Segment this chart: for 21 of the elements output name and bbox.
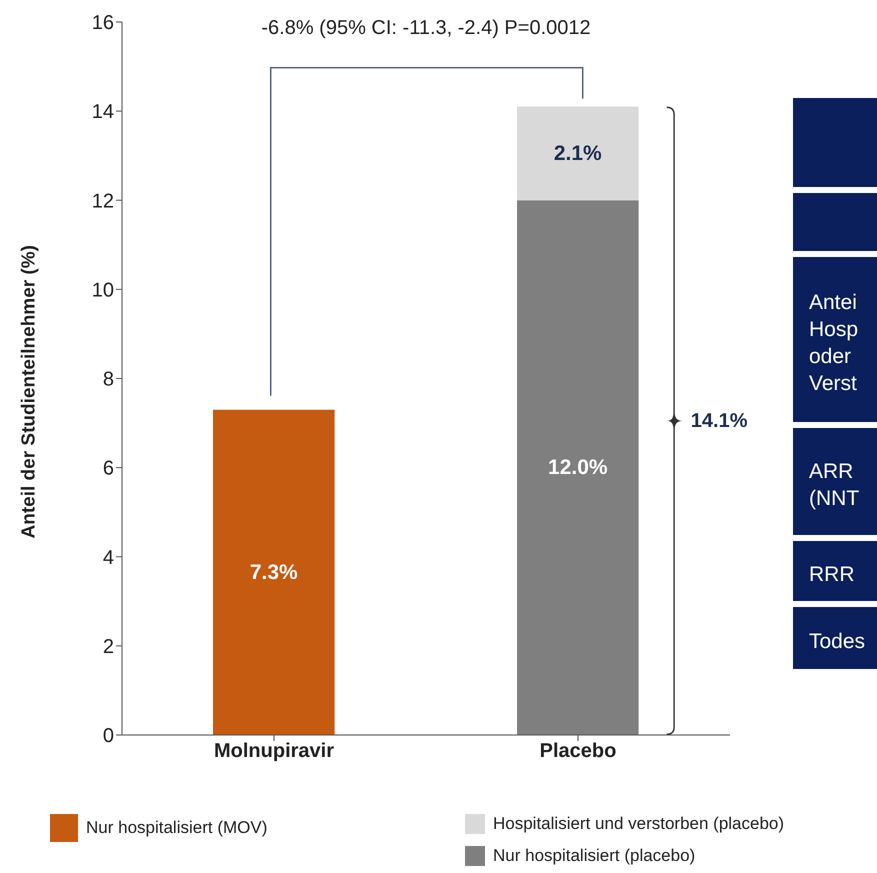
table-card: Antei Hosp oder Verst ARR (NNT RRR Todes	[793, 98, 877, 675]
y-axis-title: Anteil der Studienteilnehmer (%)	[18, 245, 40, 538]
x-tick-label: Molnupiravir	[214, 740, 334, 762]
data-label: 7.3%	[250, 560, 298, 584]
x-tick-label: Placebo	[540, 740, 616, 762]
y-tick-label: 10	[92, 279, 114, 302]
y-tick-label: 2	[102, 636, 114, 658]
y-tick-label: 6	[102, 458, 114, 480]
legend-label: Nur hospitalisiert (placebo)	[493, 846, 696, 866]
total-label: 14.1%	[690, 410, 748, 432]
y-tick-label: 4	[102, 546, 114, 569]
data-label: 12.0%	[548, 456, 608, 480]
legend-label: Nur hospitalisiert (MOV)	[86, 818, 268, 838]
y-tick-label: 16	[92, 12, 114, 34]
y-tick-label: 14	[92, 101, 114, 124]
y-tick-label: 8	[102, 368, 114, 391]
y-tick-label: 0	[102, 725, 114, 748]
annotation: -6.8% (95% CI: -11.3, -2.4) P=0.0012	[261, 17, 591, 39]
data-label: 2.1%	[554, 142, 602, 165]
legend-label: Hospitalisiert und verstorben (placebo)	[493, 814, 784, 834]
y-tick-label: 12	[92, 190, 114, 212]
